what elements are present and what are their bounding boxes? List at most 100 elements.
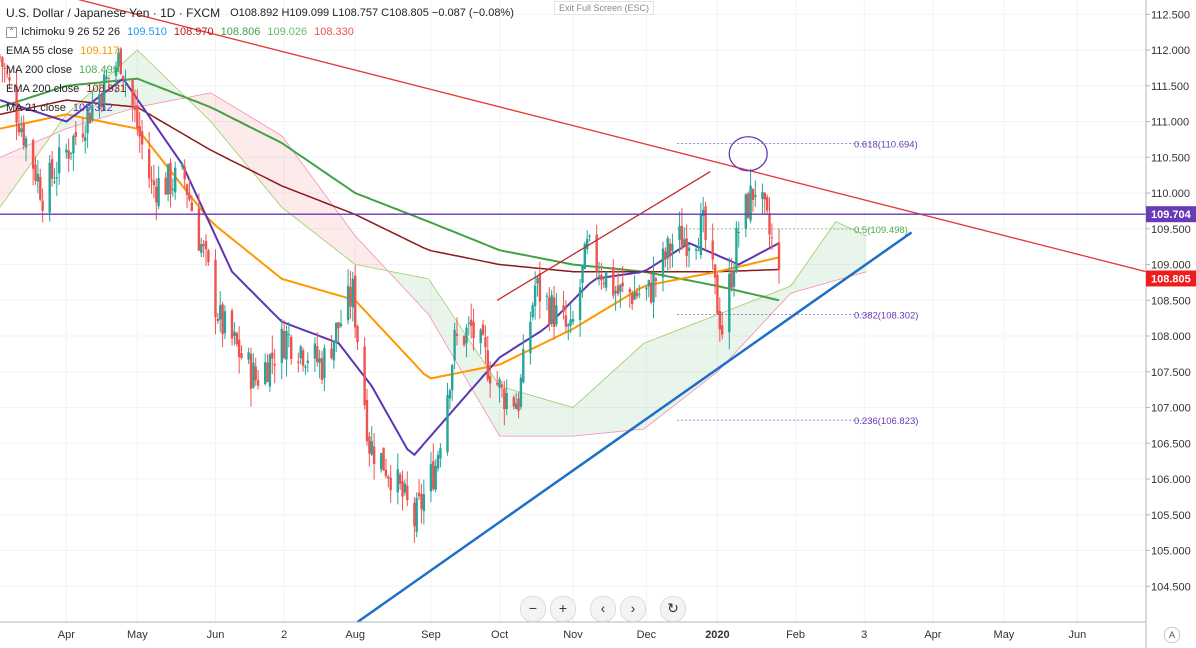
- candle-body: [515, 403, 518, 409]
- candle-body: [169, 162, 172, 195]
- candle-body: [221, 304, 224, 335]
- candle-body: [567, 324, 570, 327]
- candle-body: [396, 469, 399, 493]
- reset-chart-icon[interactable]: ↻: [660, 596, 686, 622]
- candle-body: [436, 455, 440, 469]
- indicator-row[interactable]: EMA 55 close 109.117: [6, 42, 514, 61]
- time-tick-label: Apr: [924, 629, 941, 641]
- price-axis[interactable]: 104.500 105.000 105.500 106.000 106.500 107.0…: [1145, 0, 1196, 648]
- candle-body: [22, 123, 25, 146]
- candle-body: [635, 292, 639, 297]
- candle-body: [202, 244, 205, 246]
- candle-body: [268, 354, 272, 387]
- candle-body: [190, 202, 193, 212]
- candle-body: [415, 497, 418, 532]
- candle-body: [86, 108, 89, 134]
- indicator-label: EMA 200 close: [6, 83, 80, 95]
- time-tick-label: Nov: [563, 629, 583, 641]
- candle-body: [233, 331, 236, 336]
- candle-body: [166, 164, 170, 195]
- candle-body: [152, 180, 156, 186]
- candle-body: [297, 361, 300, 363]
- candle-body: [619, 284, 622, 293]
- candle-body: [512, 397, 515, 407]
- candle-body: [522, 349, 525, 383]
- candle-body: [531, 305, 534, 318]
- candle-body: [36, 173, 40, 182]
- candle-body: [155, 186, 158, 203]
- time-axis[interactable]: Apr May Jun 2 Aug Sep Oct Nov Dec 2020 Feb 3 Apr May J…: [0, 621, 1146, 641]
- candle-body: [749, 185, 752, 221]
- kumo-fill: [52, 50, 185, 135]
- time-tick-label: Dec: [637, 629, 657, 641]
- candle-body: [50, 159, 54, 179]
- candle-body: [131, 80, 134, 106]
- candle-body: [330, 348, 333, 359]
- candle-body: [638, 294, 641, 295]
- time-tick-label: Oct: [491, 629, 508, 641]
- fib-level-label: 0.618(110.694): [854, 139, 918, 150]
- auto-scale-button[interactable]: A: [1164, 627, 1180, 643]
- symbol-header: U.S. Dollar / Japanese Yen · 1D · FXCM O…: [6, 4, 514, 23]
- candle-body: [365, 399, 369, 442]
- scroll-back-button[interactable]: ‹: [590, 596, 616, 622]
- collapse-toggle-icon[interactable]: ⌃: [6, 27, 17, 38]
- candle-body: [254, 366, 257, 381]
- candle-body: [363, 346, 366, 406]
- candle-body: [164, 177, 167, 195]
- candle-body: [451, 365, 454, 391]
- candle-body: [481, 324, 485, 335]
- candle-body: [81, 133, 85, 138]
- trendline-drawings[interactable]: [0, 0, 1147, 624]
- indicator-value: 109.312: [72, 102, 113, 114]
- candle-body: [252, 362, 255, 388]
- candle-body: [387, 476, 390, 479]
- candle-body: [602, 282, 605, 284]
- price-tick-label: 109.000: [1151, 260, 1191, 272]
- candle-body: [550, 295, 553, 324]
- candle-body: [488, 375, 492, 384]
- ascending-support-trendline: [356, 231, 913, 624]
- candle-body: [770, 237, 774, 239]
- candle-body: [555, 305, 558, 325]
- candle-body: [498, 379, 501, 389]
- candle-body: [148, 149, 151, 179]
- candle-body: [266, 362, 269, 383]
- candle-body: [247, 352, 250, 360]
- price-tick-label: 111.500: [1151, 81, 1189, 93]
- candle-body: [687, 247, 691, 251]
- time-tick-label: Jun: [1068, 629, 1086, 641]
- candle-body: [462, 336, 466, 345]
- zoom-in-button[interactable]: +: [550, 596, 576, 622]
- indicator-row[interactable]: MA 200 close 108.499: [6, 61, 514, 80]
- candle-body: [595, 234, 598, 272]
- candle-body: [368, 436, 371, 454]
- candle-body: [569, 319, 572, 326]
- last-price-tag-bg: [1146, 270, 1196, 287]
- candle-body: [174, 167, 177, 193]
- scroll-forward-button[interactable]: ›: [620, 596, 646, 622]
- last-price-tag: 108.805: [1151, 273, 1191, 285]
- candle-body: [271, 352, 274, 359]
- candle-body: [604, 271, 608, 288]
- exit-fullscreen-button[interactable]: Exit Full Screen (ESC): [554, 1, 655, 15]
- candle-body: [730, 271, 733, 288]
- zoom-out-button[interactable]: −: [520, 596, 546, 622]
- candle-body: [332, 341, 336, 361]
- candle-body: [533, 285, 537, 306]
- horizontal-level-price-tag-bg: [1146, 206, 1196, 223]
- indicator-value: 109.117: [80, 45, 120, 57]
- ma21-line: [0, 77, 780, 457]
- candle-body: [718, 310, 721, 330]
- indicator-row[interactable]: EMA 200 close 108.931: [6, 80, 514, 99]
- candle-body: [39, 176, 42, 200]
- candle-body: [685, 238, 688, 256]
- candle-body: [55, 177, 58, 179]
- candle-body: [188, 194, 191, 200]
- candle-body: [455, 333, 459, 336]
- indicator-row[interactable]: MA 21 close 109.312: [6, 99, 514, 118]
- indicator-row[interactable]: ⌃ Ichimoku 9 26 52 26 109.510 108.970 108.80…: [6, 23, 514, 42]
- candle-body: [479, 329, 482, 344]
- candle-body: [564, 315, 568, 327]
